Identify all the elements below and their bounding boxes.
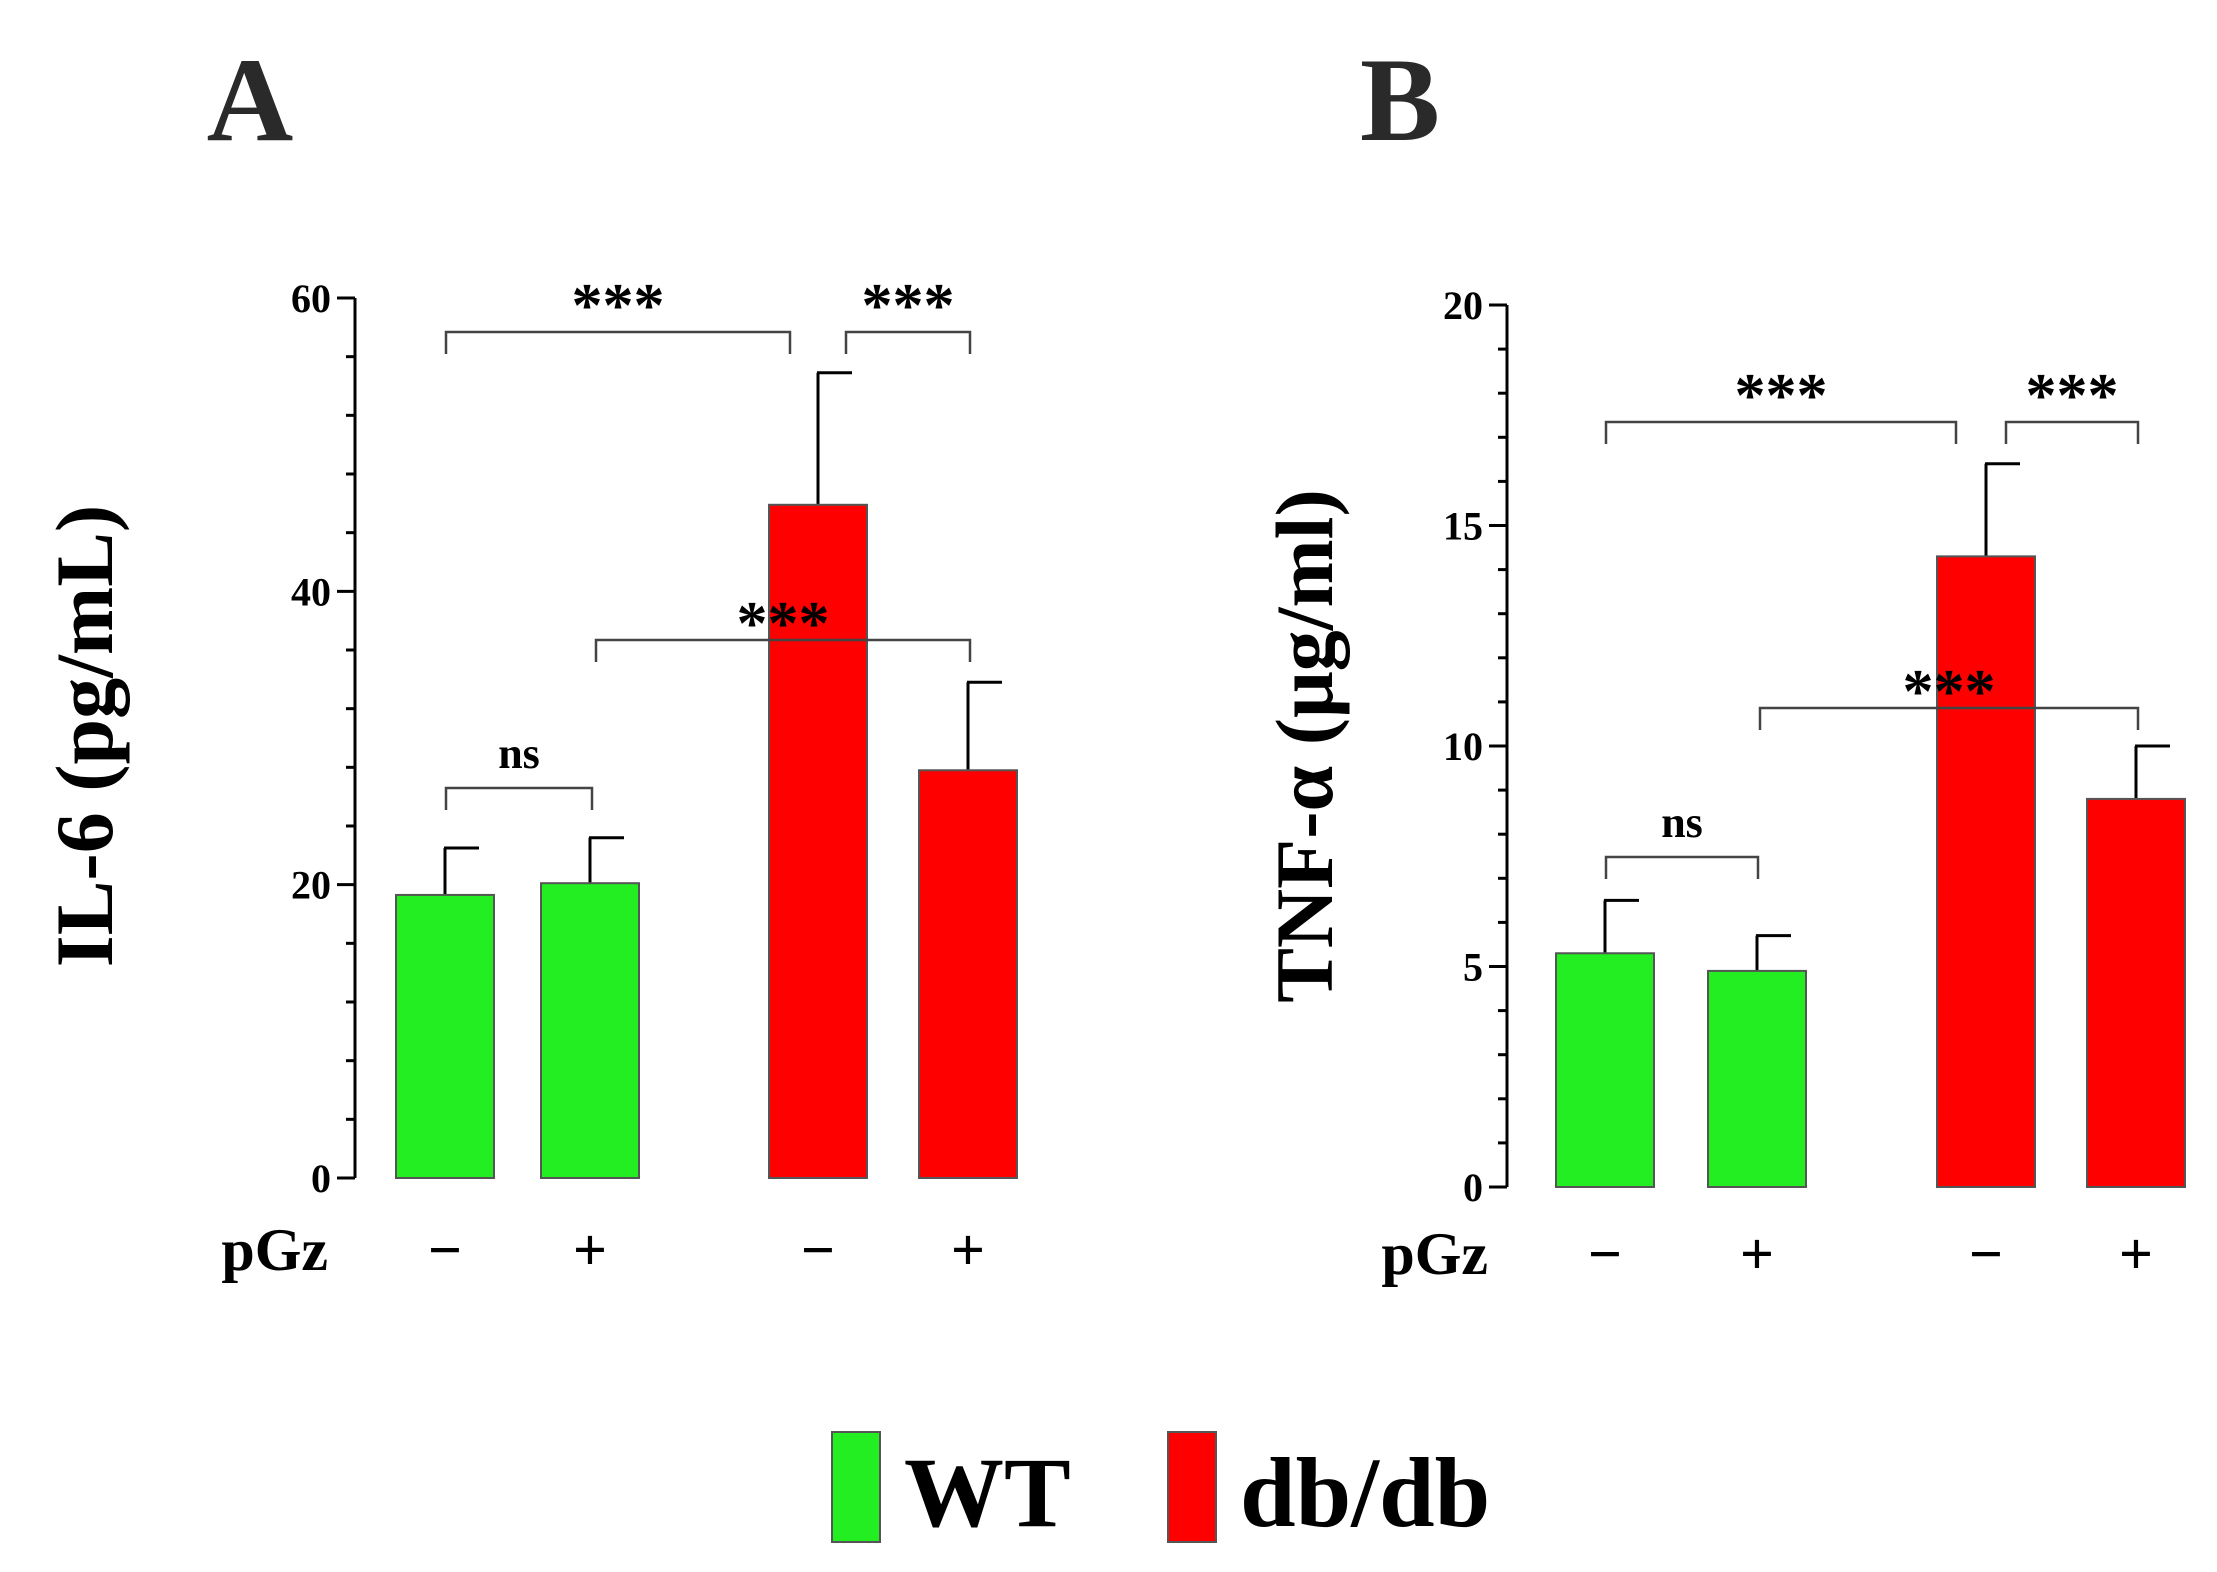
y-axis-label-a: IL-6 (pg/mL): [39, 505, 130, 967]
y-tick-label-b-1: 5: [1463, 945, 1483, 990]
sig-bracket-b-2: [2004, 420, 2140, 444]
y-tick-label-b-4: 20: [1443, 283, 1483, 328]
treatment-label-a-0: −: [428, 1217, 462, 1283]
panel-a: A IL-6 (pg/mL) 0 20 40 60 − + − + pGz ns *** *** ***: [39, 33, 1018, 1283]
bar-a-3: [918, 769, 1018, 1179]
sig-label-a-2: ***: [862, 272, 955, 340]
x-axis-label-b: pGz: [1381, 1221, 1488, 1287]
sig-bracket-a-1: [444, 330, 792, 354]
bar-b-3: [2086, 797, 2186, 1188]
panel-label-a: A: [207, 33, 294, 166]
bar-a-1: [540, 882, 640, 1179]
y-axis-label-b: TNF-α (μg/ml): [1259, 489, 1350, 1003]
panel-label-b: B: [1360, 33, 1440, 166]
treatment-label-b-0: −: [1588, 1221, 1622, 1287]
sig-label-b-3: ***: [1903, 658, 1996, 726]
y-tick-label-b-3: 15: [1443, 504, 1483, 549]
sig-label-a-3: ***: [737, 590, 830, 658]
sig-label-a-0: ns: [498, 729, 540, 778]
treatment-label-b-3: +: [2119, 1221, 2153, 1287]
legend-swatch-wt: [831, 1431, 881, 1543]
sig-bracket-a-2: [844, 330, 972, 354]
y-tick-label-a-0: 0: [311, 1156, 331, 1201]
sig-label-b-0: ns: [1661, 798, 1703, 847]
legend-swatch-dbdb: [1167, 1431, 1217, 1543]
legend-label-dbdb: db/db: [1240, 1437, 1490, 1548]
y-tick-label-a-1: 20: [291, 863, 331, 908]
treatment-label-a-1: +: [573, 1217, 607, 1283]
y-tick-label-b-2: 10: [1443, 724, 1483, 769]
legend-label-wt: WT: [904, 1437, 1071, 1548]
x-axis-label-a: pGz: [221, 1217, 328, 1283]
sig-bracket-b-3: [1758, 706, 2140, 730]
treatment-label-a-3: +: [951, 1217, 985, 1283]
bar-a-0: [395, 893, 495, 1180]
sig-bracket-a-3: [594, 638, 972, 662]
sig-bracket-b-0: [1604, 855, 1760, 879]
sig-label-b-2: ***: [2026, 362, 2119, 430]
y-tick-label-b-0: 0: [1463, 1165, 1483, 1210]
y-tick-label-a-2: 40: [291, 569, 331, 614]
treatment-label-b-2: −: [1969, 1221, 2003, 1287]
y-tick-label-a-3: 60: [291, 276, 331, 321]
legend: WT db/db: [831, 1431, 1490, 1548]
panel-b: B TNF-α (μg/ml) 0 5 10 15 20 − + − + pGz ns *** *** ***: [1259, 33, 2186, 1287]
sig-bracket-a-0: [444, 786, 594, 810]
treatment-label-b-1: +: [1740, 1221, 1774, 1287]
bar-b-0: [1555, 952, 1655, 1189]
sig-label-a-1: ***: [572, 272, 665, 340]
bar-a-2: [768, 503, 868, 1179]
treatment-label-a-2: −: [801, 1217, 835, 1283]
sig-label-b-1: ***: [1735, 362, 1828, 430]
bar-b-2: [1936, 555, 2036, 1188]
bar-b-1: [1707, 969, 1807, 1188]
sig-bracket-b-1: [1604, 420, 1958, 444]
